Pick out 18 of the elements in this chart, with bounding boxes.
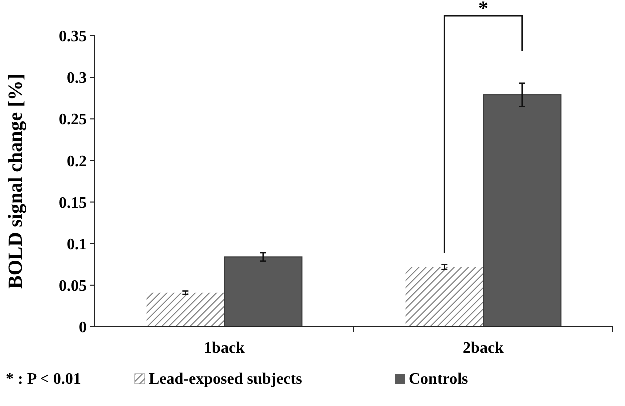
y-tick-label: 0.15	[59, 194, 87, 212]
bar	[406, 267, 484, 327]
bar	[224, 256, 303, 328]
y-axis-title: BOLD signal change [%]	[5, 74, 27, 290]
y-tick-label: 0.25	[59, 112, 87, 129]
legend-label: Controls	[409, 371, 468, 388]
y-tick-label: 0.35	[59, 28, 87, 46]
legend-label: Lead-exposed subjects	[149, 371, 302, 388]
y-tick-label: 0.1	[67, 236, 87, 254]
y-tick-label: 0.05	[59, 278, 87, 296]
x-tick-label: 1back	[204, 340, 246, 357]
text: * : P < 0.01	[6, 371, 82, 388]
text: *	[478, 0, 488, 20]
y-tick-label: 0.2	[67, 153, 87, 170]
bar	[146, 292, 224, 327]
y-tick-label: 0.3	[67, 70, 87, 88]
y-tick-label: 0	[79, 320, 87, 337]
x-tick-label: 2back	[463, 340, 504, 357]
